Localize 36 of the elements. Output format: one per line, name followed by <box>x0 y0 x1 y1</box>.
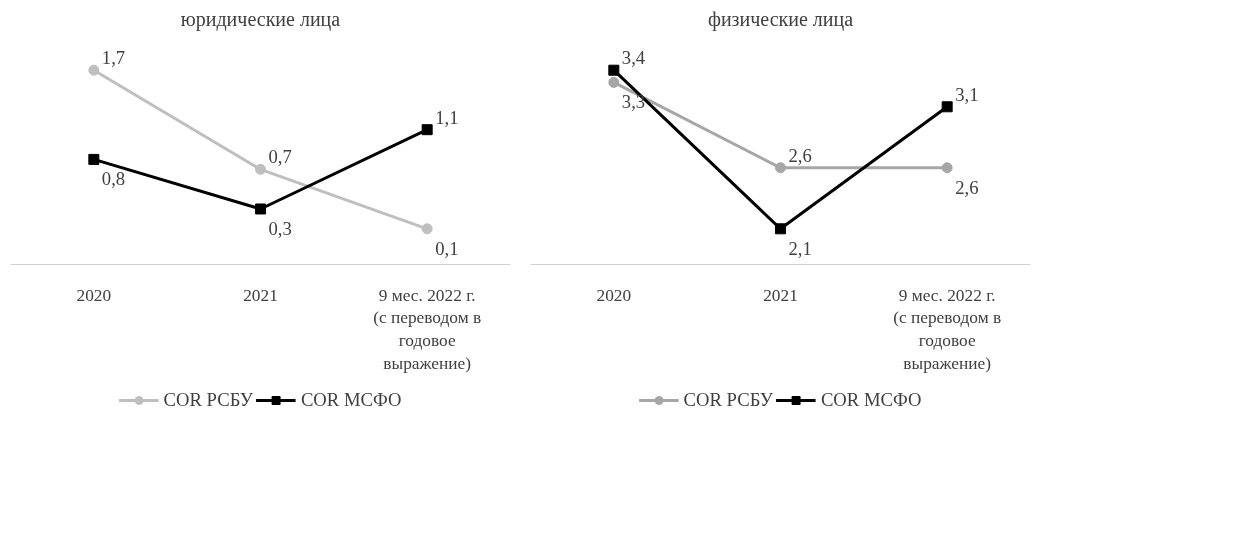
data-label: 2,1 <box>788 237 812 259</box>
point <box>255 203 266 215</box>
point <box>941 101 953 113</box>
legend-label: COR РСБУ <box>163 389 253 411</box>
point <box>775 223 786 235</box>
x-tick-label: 2020 <box>76 285 112 305</box>
data-label: 3,3 <box>621 91 646 113</box>
legend-label: COR МСФО <box>820 389 922 411</box>
legend-label: COR МСФО <box>300 389 402 411</box>
data-label: 2,6 <box>788 144 812 166</box>
point <box>941 162 953 174</box>
x-tick-label: 9 мес. 2022 г. (с переводом в годовое выражение) <box>893 285 1002 373</box>
x-tick-label: 2020 <box>596 285 632 305</box>
point <box>421 124 433 136</box>
point <box>421 223 433 235</box>
data-label: 2,6 <box>955 176 979 198</box>
data-label: 0,8 <box>101 168 126 190</box>
data-label: 0,1 <box>435 237 459 259</box>
data-label: 1,1 <box>435 106 459 128</box>
data-label: 0,7 <box>268 146 292 168</box>
data-label: 3,4 <box>621 47 646 69</box>
data-label: 3,1 <box>955 83 979 105</box>
x-tick-label: 2021 <box>243 285 278 305</box>
chart-title: юридические лица <box>180 7 341 31</box>
data-label: 1,7 <box>101 47 126 69</box>
point <box>608 64 620 76</box>
x-tick-label: 2021 <box>763 285 798 305</box>
point <box>775 162 786 174</box>
point <box>88 64 100 76</box>
point <box>608 76 620 88</box>
data-label: 0,3 <box>268 217 292 239</box>
legend-label: COR РСБУ <box>683 389 773 411</box>
x-tick-label: 9 мес. 2022 г. (с переводом в годовое выражение) <box>373 285 482 373</box>
point <box>88 153 100 165</box>
point <box>255 163 266 175</box>
chart-title: физические лица <box>707 7 854 31</box>
